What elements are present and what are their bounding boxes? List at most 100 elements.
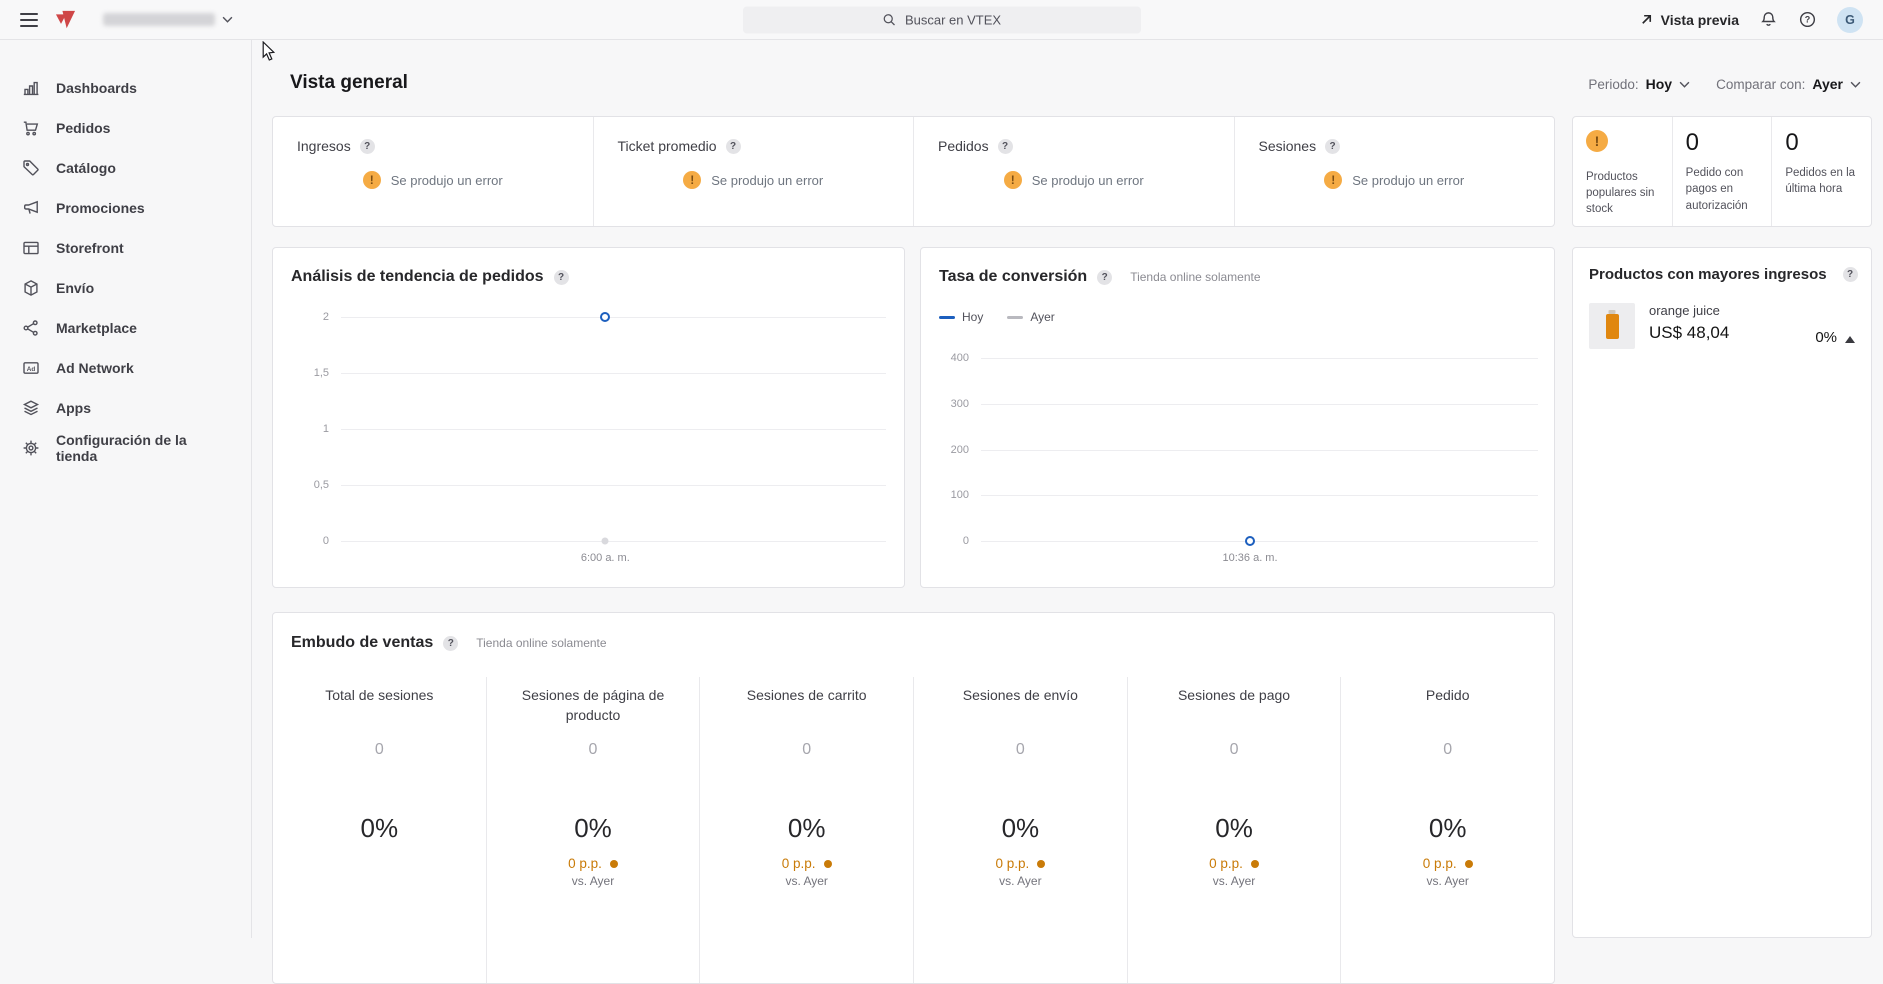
pp-dot-icon bbox=[1037, 859, 1046, 868]
sales-funnel-panel: Embudo de ventas ? Tienda online solamen… bbox=[272, 612, 1555, 984]
preview-link[interactable]: Vista previa bbox=[1639, 12, 1739, 28]
cube-icon bbox=[21, 278, 41, 298]
pp-dot-icon bbox=[1464, 859, 1473, 868]
product-list-item[interactable]: orange juice US$ 48,04 0% bbox=[1589, 303, 1855, 349]
sidebar-item-label: Envío bbox=[56, 280, 95, 296]
help-badge-icon[interactable]: ? bbox=[359, 138, 375, 154]
x-tick-label: 10:36 a. m. bbox=[1222, 552, 1278, 564]
quick-stats-card: ! Productos populares sin stock 0 Pedido… bbox=[1572, 116, 1872, 227]
chevron-down-icon bbox=[1679, 81, 1690, 88]
sidebar-item-label: Catálogo bbox=[56, 160, 116, 176]
sidebar-item-dashboards[interactable]: Dashboards bbox=[0, 68, 251, 108]
plot-area: 400 300 200 100 0 10:36 a. m. bbox=[951, 352, 1538, 564]
chart-title: Tasa de conversión bbox=[939, 268, 1088, 285]
help-badge-icon[interactable]: ? bbox=[553, 269, 569, 285]
stat-productos-sin-stock[interactable]: ! Productos populares sin stock bbox=[1573, 117, 1672, 226]
product-change: 0% bbox=[1815, 303, 1855, 349]
top-products-header[interactable]: Productos con mayores ingresos ? bbox=[1589, 266, 1858, 283]
sidebar-item-marketplace[interactable]: Marketplace bbox=[0, 308, 251, 348]
help-icon[interactable]: ? bbox=[1798, 10, 1817, 29]
tag-icon bbox=[21, 158, 41, 178]
funnel-title: Embudo de ventas bbox=[291, 634, 434, 651]
svg-text:?: ? bbox=[1805, 15, 1811, 25]
search-icon bbox=[883, 13, 895, 25]
help-badge-icon[interactable]: ? bbox=[1097, 269, 1113, 285]
filters: Periodo: Hoy Comparar con: Ayer bbox=[1588, 76, 1861, 92]
pp-dot-icon bbox=[1250, 859, 1259, 868]
error-text: Se produjo un error bbox=[711, 172, 824, 188]
help-badge-icon[interactable]: ? bbox=[1325, 138, 1341, 154]
sidebar-item-envio[interactable]: Envío bbox=[0, 268, 251, 308]
data-point-hoy[interactable] bbox=[1245, 536, 1256, 546]
chevron-down-icon bbox=[1850, 81, 1861, 88]
sidebar-item-label: Ad Network bbox=[56, 360, 134, 376]
help-badge-icon[interactable]: ? bbox=[997, 138, 1013, 154]
pp-dot-icon bbox=[823, 859, 832, 868]
chevron-down-icon bbox=[222, 16, 233, 23]
gear-icon bbox=[21, 438, 41, 458]
sidebar-item-apps[interactable]: Apps bbox=[0, 388, 251, 428]
error-text: Se produjo un error bbox=[1352, 172, 1465, 188]
svg-text:Ad: Ad bbox=[27, 366, 36, 373]
help-badge-icon[interactable]: ? bbox=[725, 138, 741, 154]
sidebar-item-label: Promociones bbox=[56, 200, 145, 216]
sidebar-item-label: Configuración de la tienda bbox=[56, 432, 187, 464]
stat-pagos-autorizacion[interactable]: 0 Pedido con pagos en autorización bbox=[1671, 117, 1772, 226]
x-tick-label: 6:00 a. m. bbox=[580, 552, 630, 564]
error-text: Se produjo un error bbox=[390, 172, 503, 188]
top-products-panel: Productos con mayores ingresos ? orange … bbox=[1572, 247, 1872, 938]
bar-chart-icon bbox=[21, 78, 41, 98]
menu-icon[interactable] bbox=[20, 12, 38, 27]
help-badge-icon[interactable]: ? bbox=[443, 635, 459, 651]
warning-icon: ! bbox=[1324, 171, 1343, 189]
sidebar: Dashboards Pedidos Catálogo Promociones … bbox=[0, 40, 252, 938]
chart-legend: Hoy Ayer bbox=[939, 310, 1055, 324]
product-image bbox=[1589, 303, 1635, 349]
page-title: Vista general bbox=[290, 72, 408, 93]
ad-icon: Ad bbox=[21, 358, 41, 378]
help-badge-icon[interactable]: ? bbox=[1842, 267, 1858, 282]
sidebar-item-label: Marketplace bbox=[56, 320, 137, 336]
funnel-subtitle: Tienda online solamente bbox=[476, 636, 607, 650]
cart-icon bbox=[21, 118, 41, 138]
funnel-col-carrito: Sesiones de carrito 0 0% 0 p.p. vs. Ayer bbox=[699, 677, 913, 983]
search-placeholder: Buscar en VTEX bbox=[904, 12, 1002, 27]
sidebar-item-storefront[interactable]: Storefront bbox=[0, 228, 251, 268]
search-input[interactable]: Buscar en VTEX bbox=[742, 6, 1141, 33]
kpi-ticket-promedio: Ticket promedio? ! Se produjo un error bbox=[592, 117, 914, 226]
sidebar-item-promociones[interactable]: Promociones bbox=[0, 188, 251, 228]
sidebar-item-configuracion[interactable]: Configuración de la tienda bbox=[0, 428, 251, 468]
data-point-hoy[interactable] bbox=[600, 312, 611, 322]
plot-area: 2 1,5 1 0,5 0 6:00 a. m. bbox=[314, 311, 886, 564]
sidebar-item-ad-network[interactable]: Ad Ad Network bbox=[0, 348, 251, 388]
data-point-ayer[interactable] bbox=[601, 537, 609, 545]
legend-ayer[interactable]: Ayer bbox=[1007, 310, 1055, 324]
account-name-redacted bbox=[103, 13, 215, 26]
vtex-logo bbox=[54, 9, 77, 30]
legend-hoy[interactable]: Hoy bbox=[939, 310, 983, 324]
sidebar-item-label: Apps bbox=[56, 400, 91, 416]
account-switcher[interactable] bbox=[103, 13, 233, 26]
notifications-icon[interactable] bbox=[1759, 10, 1778, 29]
kpi-sesiones: Sesiones? ! Se produjo un error bbox=[1233, 117, 1555, 226]
kpi-pedidos: Pedidos? ! Se produjo un error bbox=[913, 117, 1234, 226]
sidebar-item-label: Storefront bbox=[56, 240, 124, 256]
conversion-rate-chart: Tasa de conversión ? Tienda online solam… bbox=[920, 247, 1555, 588]
kpi-card-row: Ingresos? ! Se produjo un error Ticket pr… bbox=[272, 116, 1555, 227]
share-icon bbox=[21, 318, 41, 338]
avatar[interactable]: G bbox=[1837, 6, 1863, 33]
sidebar-item-catalogo[interactable]: Catálogo bbox=[0, 148, 251, 188]
megaphone-icon bbox=[21, 198, 41, 218]
main-content: Vista general Periodo: Hoy Comparar con:… bbox=[252, 40, 1883, 984]
funnel-col-pedido: Pedido 0 0% 0 p.p. vs. Ayer bbox=[1340, 677, 1554, 983]
funnel-col-pago: Sesiones de pago 0 0% 0 p.p. vs. Ayer bbox=[1126, 677, 1341, 983]
chart-subtitle: Tienda online solamente bbox=[1130, 270, 1261, 284]
layers-icon bbox=[21, 398, 41, 418]
compare-select[interactable]: Comparar con: Ayer bbox=[1716, 76, 1861, 92]
chart-title: Análisis de tendencia de pedidos bbox=[291, 268, 544, 285]
stat-pedidos-ultima-hora[interactable]: 0 Pedidos en la última hora bbox=[1771, 117, 1871, 226]
sidebar-item-pedidos[interactable]: Pedidos bbox=[0, 108, 251, 148]
warning-icon: ! bbox=[1003, 171, 1022, 189]
sidebar-item-label: Pedidos bbox=[56, 120, 111, 136]
period-select[interactable]: Periodo: Hoy bbox=[1588, 76, 1690, 92]
